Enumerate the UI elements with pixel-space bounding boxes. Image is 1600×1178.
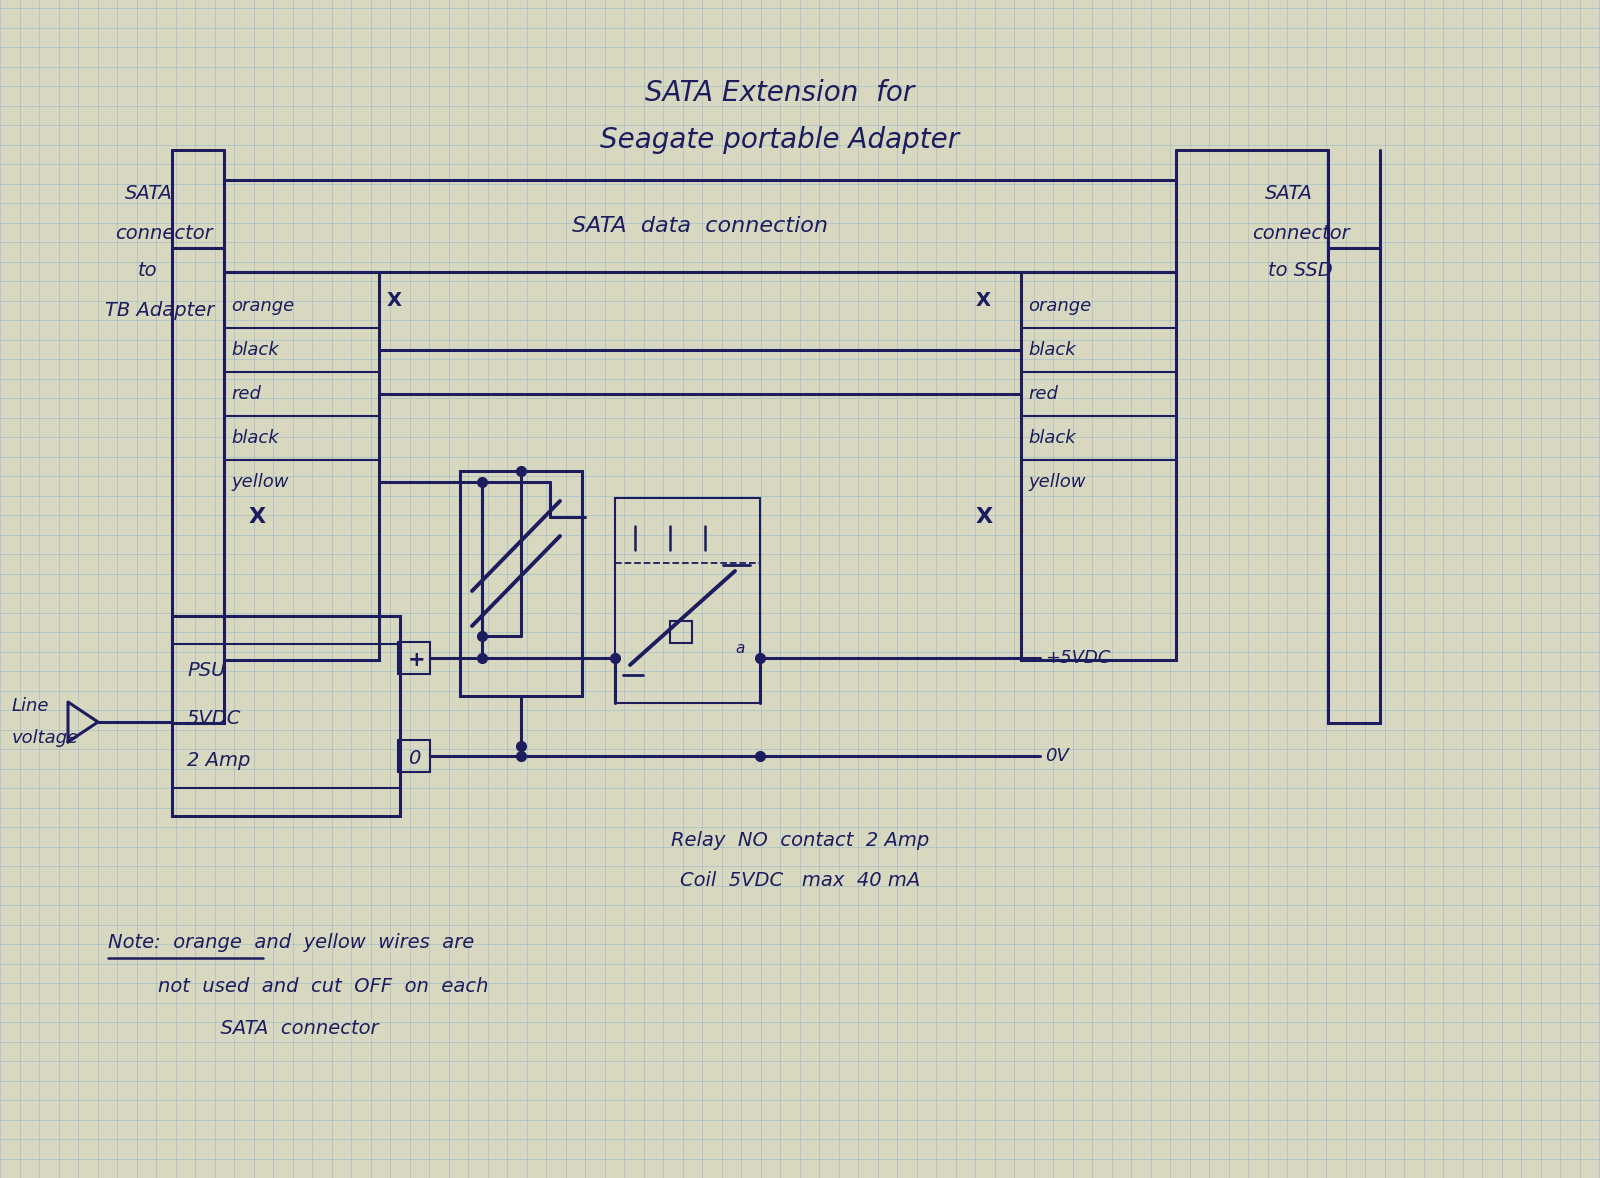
Text: 2 Amp: 2 Amp (187, 750, 250, 769)
Text: TB Adapter: TB Adapter (106, 300, 214, 319)
Bar (173, 616, 400, 816)
Text: black: black (230, 340, 278, 359)
Bar (1021, 272, 1176, 660)
Bar (670, 621, 691, 643)
Bar (173, 249, 224, 723)
Text: SATA: SATA (1266, 184, 1314, 203)
Text: 5VDC: 5VDC (187, 708, 242, 728)
Text: to SSD: to SSD (1267, 260, 1333, 279)
Text: X: X (250, 507, 266, 527)
Text: black: black (1027, 429, 1075, 446)
Text: SATA: SATA (125, 184, 173, 203)
Text: Note:  orange  and  yellow  wires  are: Note: orange and yellow wires are (109, 933, 474, 953)
Text: yellow: yellow (230, 474, 288, 491)
Text: X: X (976, 507, 994, 527)
Bar (224, 272, 379, 660)
Text: X: X (976, 291, 990, 311)
Text: Line: Line (13, 697, 50, 715)
Text: red: red (1027, 385, 1058, 403)
Bar (614, 498, 760, 703)
Bar (461, 471, 582, 696)
Bar (1328, 249, 1379, 723)
Text: 0V: 0V (1045, 747, 1069, 765)
Text: SATA  connector: SATA connector (109, 1019, 379, 1038)
Text: orange: orange (230, 297, 294, 315)
Text: not  used  and  cut  OFF  on  each: not used and cut OFF on each (109, 977, 488, 995)
Text: Seagate portable Adapter: Seagate portable Adapter (600, 126, 960, 154)
Text: black: black (1027, 340, 1075, 359)
Text: SATA  data  connection: SATA data connection (573, 216, 829, 236)
Text: Relay  NO  contact  2 Amp: Relay NO contact 2 Amp (670, 830, 930, 849)
Bar (398, 642, 430, 674)
Text: connector: connector (115, 224, 213, 243)
Text: voltage: voltage (13, 729, 78, 747)
Text: SATA Extension  for: SATA Extension for (645, 79, 915, 107)
Text: a: a (734, 641, 744, 655)
Text: connector: connector (1251, 224, 1350, 243)
Text: black: black (230, 429, 278, 446)
Text: X: X (387, 291, 402, 311)
Text: +5VDC: +5VDC (1045, 649, 1110, 667)
Bar (224, 180, 1176, 272)
Text: orange: orange (1027, 297, 1091, 315)
Text: +: + (408, 650, 426, 670)
Text: 0: 0 (408, 748, 421, 768)
Text: PSU: PSU (187, 662, 226, 681)
Text: Coil  5VDC   max  40 mA: Coil 5VDC max 40 mA (680, 871, 920, 889)
Text: red: red (230, 385, 261, 403)
Text: yellow: yellow (1027, 474, 1085, 491)
Text: to: to (138, 260, 157, 279)
Bar (398, 740, 430, 772)
